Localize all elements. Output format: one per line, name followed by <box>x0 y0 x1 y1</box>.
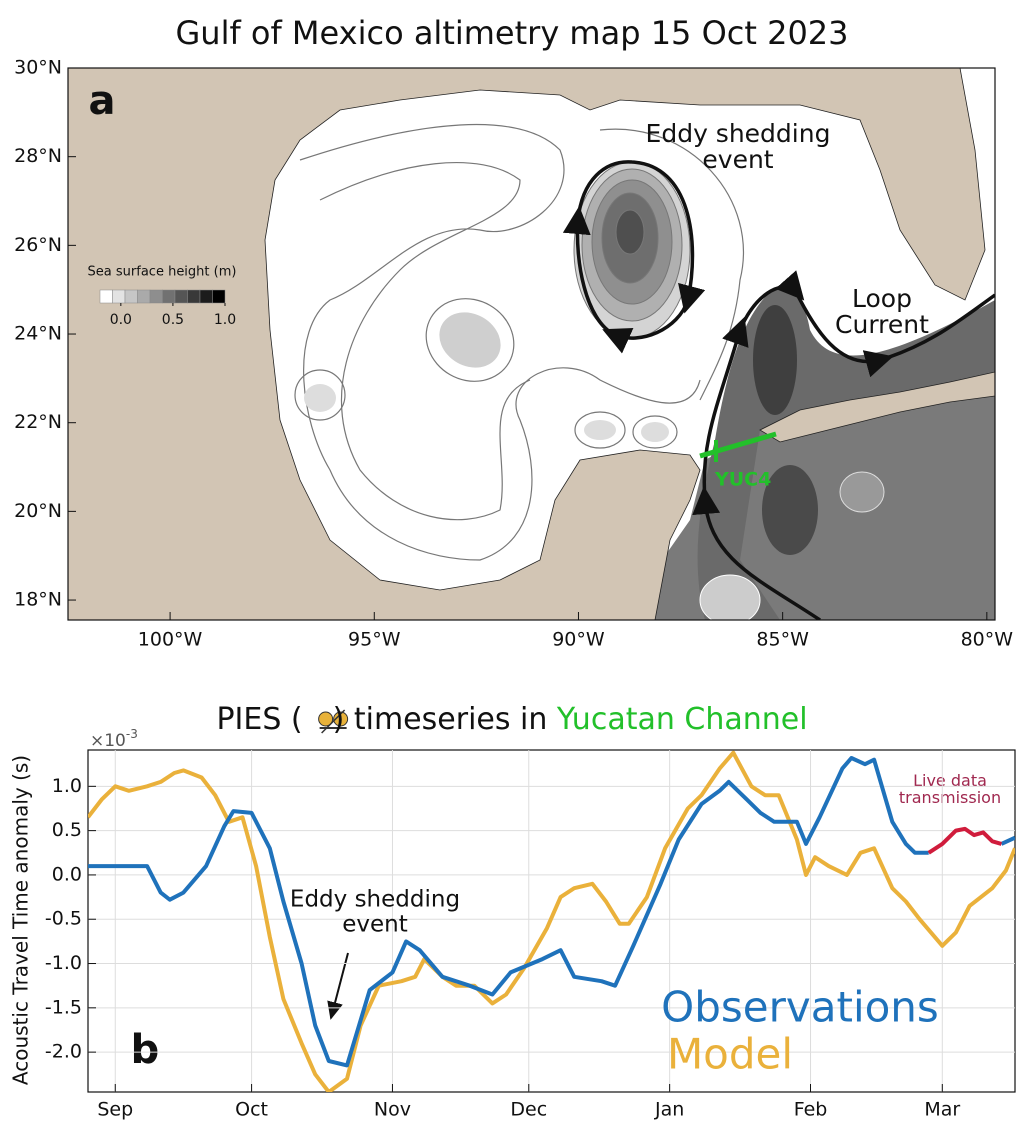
x-tick-label: 100°W <box>138 629 203 651</box>
y-tick-label: 0.5 <box>52 819 82 841</box>
annotation: event <box>342 912 408 938</box>
x-tick-label: Mar <box>924 1099 960 1121</box>
y-tick-label: 26°N <box>14 234 62 256</box>
colorbar-cell <box>212 289 226 304</box>
colorbar-cell <box>99 289 113 304</box>
legend-entry: Observations <box>661 983 939 1032</box>
y-tick-label: -1.0 <box>45 952 82 974</box>
y-tick-label: 22°N <box>14 411 62 433</box>
series-line <box>927 826 1002 855</box>
panel-label: b <box>131 1027 160 1073</box>
live-label: Live data transmission <box>898 772 1002 807</box>
annotation: Loop <box>852 284 912 313</box>
land <box>68 68 986 620</box>
annotation: Eddy shedding <box>290 887 460 913</box>
x-tick-label: Feb <box>794 1099 828 1121</box>
y-tick-label: 1.0 <box>52 775 82 797</box>
y-tick-label: 24°N <box>14 323 62 345</box>
station-line <box>699 431 777 459</box>
colorbar-cell <box>174 289 188 304</box>
x-tick-label: 90°W <box>552 629 605 651</box>
contour-fill <box>304 384 336 412</box>
contour <box>699 574 761 620</box>
y-tick-label: 0.0 <box>52 863 82 885</box>
pies-icon <box>318 709 349 734</box>
contour-fill <box>584 420 616 440</box>
contours <box>294 124 745 561</box>
y-axis-label: Acoustic Travel Time anomaly (s) <box>9 755 33 1085</box>
contour-fill <box>641 422 669 442</box>
colorbar-label: Sea surface height (m) <box>88 265 237 280</box>
eddy-front <box>562 160 706 354</box>
loop-core <box>753 305 797 415</box>
colorbar-cell <box>149 289 163 304</box>
map <box>68 68 995 620</box>
x-tick-label: 80°W <box>961 629 1014 651</box>
y-scale-base: ×10 <box>90 731 126 751</box>
series-line <box>88 750 1015 1092</box>
y-tick-label: -1.5 <box>45 996 82 1018</box>
x-tick-label: 85°W <box>756 629 809 651</box>
y-scale-exponent: -3 <box>126 727 138 741</box>
legend-entry: Model <box>667 1030 793 1079</box>
annotation: Current <box>835 310 929 339</box>
y-tick-label: 30°N <box>14 57 62 79</box>
title-part: Yucatan Channel <box>556 702 808 737</box>
y-tick-label: 18°N <box>14 589 62 611</box>
title-part: PIES ( <box>216 702 302 737</box>
annotation: Eddy shedding <box>646 119 831 148</box>
x-tick-label: Dec <box>510 1099 547 1121</box>
colorbar-cell <box>137 289 151 304</box>
colorbar-cell <box>112 289 126 304</box>
colorbar-cell <box>199 289 213 304</box>
colorbar-cell <box>162 289 176 304</box>
x-tick-label: 95°W <box>348 629 401 651</box>
station-label: YUC4 <box>714 469 771 491</box>
loop-current-front <box>692 270 995 620</box>
series-line <box>88 756 1015 1068</box>
x-tick-label: Jan <box>654 1099 684 1121</box>
annotation: event <box>702 145 773 174</box>
y-tick-label: -0.5 <box>45 908 82 930</box>
y-tick-label: -2.0 <box>45 1041 82 1063</box>
y-tick-label: 28°N <box>14 145 62 167</box>
colorbar-tick-label: 0.0 <box>110 312 132 328</box>
title-part: ) timeseries in <box>333 702 557 737</box>
lines <box>88 750 1015 1092</box>
map-title: Gulf of Mexico altimetry map 15 Oct 2023 <box>175 14 848 52</box>
colorbar-cell <box>124 289 138 304</box>
colorbar-tick-label: 0.5 <box>162 312 184 328</box>
x-tick-label: Nov <box>374 1099 411 1121</box>
colorbar-cell <box>187 289 201 304</box>
colorbar-tick-label: 1.0 <box>214 312 236 328</box>
x-tick-label: Sep <box>97 1099 133 1121</box>
map-frame <box>67 67 996 621</box>
chart-title: PIES ( ) timeseries in Yucatan Channel <box>216 702 807 737</box>
x-tick-label: Oct <box>235 1099 268 1121</box>
grid <box>88 750 1015 1092</box>
y-tick-label: 20°N <box>14 500 62 522</box>
contour-fill <box>439 312 501 368</box>
contour <box>839 471 885 513</box>
panel-label: a <box>89 78 116 124</box>
live-label-box: Live data transmission <box>898 772 1002 807</box>
y-scale-label: ×10-3 <box>90 727 138 752</box>
